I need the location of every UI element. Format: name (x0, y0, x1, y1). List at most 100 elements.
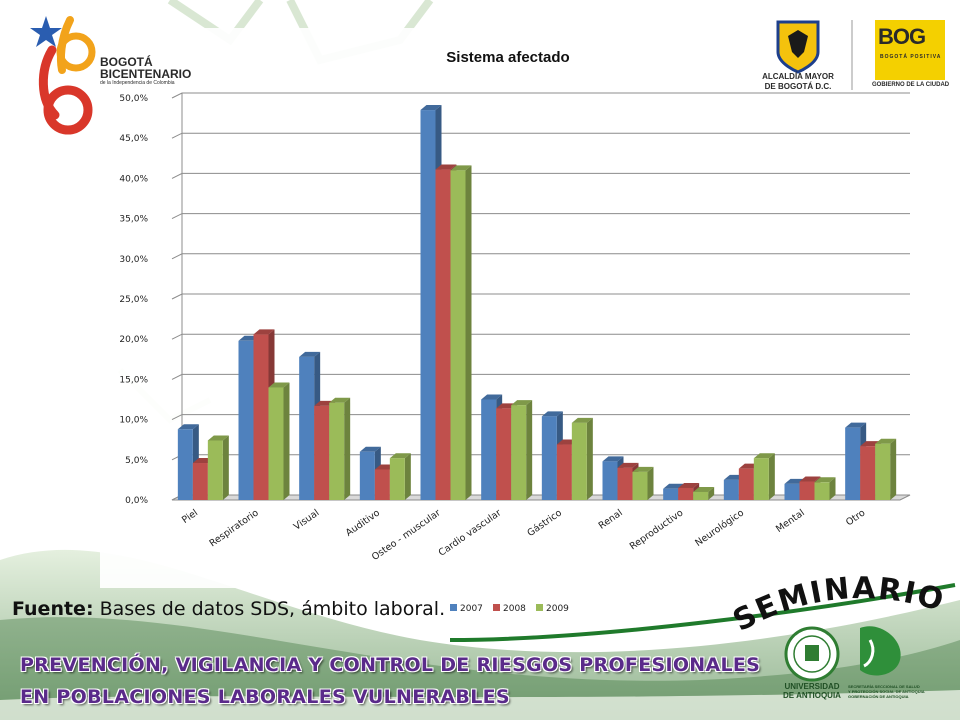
bar-side (586, 417, 593, 500)
y-tick-label: 5,0% (125, 456, 148, 466)
y-tick-label: 25,0% (119, 295, 148, 305)
bar-front (541, 416, 557, 500)
bar-front (784, 483, 800, 500)
bar-top (359, 446, 381, 452)
x-tick-label: Renal (597, 507, 625, 531)
y-axis-ticks: 0,0% 5,0% 10,0% 15,0% 20,0% 25,0% 30,0% 35,0% 40… (119, 94, 148, 506)
bar-top (450, 165, 472, 171)
gridline (171, 253, 910, 260)
ssa-line1: SECRETARÍA SECCIONAL DE SALUD (848, 684, 920, 689)
bicentenario-line1: BOGOTÁ (100, 55, 153, 69)
legend: 2007 2008 2009 (450, 604, 569, 614)
bar-side (708, 486, 715, 500)
bar-top (753, 453, 775, 459)
gridline (171, 333, 910, 340)
alcaldia-shield-logo (776, 20, 820, 74)
seminario-text: SEMINARIO (730, 571, 947, 639)
bicentenario-logo (30, 16, 96, 135)
gridline (171, 132, 910, 139)
bar-top (435, 164, 457, 170)
bar-side (647, 466, 654, 500)
bar-top (678, 482, 700, 488)
bar-side (344, 397, 351, 500)
udea-line1: UNIVERSIDAD (784, 682, 840, 691)
bicentenario-line2: BICENTENARIO (100, 67, 192, 81)
bar-front (207, 440, 223, 500)
gridline (171, 293, 910, 300)
bar-top (268, 382, 290, 388)
x-tick-label: Neurológico (693, 507, 746, 549)
bar-2009-4 (450, 165, 472, 501)
bar-top (632, 466, 654, 472)
bar-side (526, 400, 533, 500)
y-tick-label: 40,0% (119, 174, 148, 184)
bar-front (860, 446, 876, 500)
source-note: Fuente: Bases de datos SDS, ámbito labor… (12, 598, 445, 620)
y-tick-label: 30,0% (119, 255, 148, 265)
x-tick-label: Piel (180, 507, 200, 526)
alcaldia-line1: ALCALDÍA MAYOR (762, 72, 834, 81)
x-tick-label: Visual (292, 507, 322, 532)
svg-text:SEMINARIO: SEMINARIO (730, 571, 949, 639)
bar-front (299, 356, 315, 500)
bar-top (177, 424, 199, 430)
bar-front (389, 458, 405, 500)
bar-front (435, 169, 451, 500)
bar-top (253, 329, 275, 335)
bar-2009-9 (753, 453, 775, 500)
bar-2009-2 (329, 397, 351, 500)
bar-top (420, 105, 442, 111)
x-tick-label: Respiratorio (208, 507, 261, 549)
gridline (171, 172, 910, 179)
bar-2009-3 (389, 453, 411, 500)
bar-front (875, 443, 891, 500)
gridline (171, 92, 910, 99)
bog-caption-text: GOBIERNO DE LA CIUDAD (872, 82, 950, 88)
bar-top (814, 477, 836, 483)
bar-front (845, 427, 861, 500)
legend-label: 2008 (503, 604, 526, 614)
y-tick-label: 45,0% (119, 134, 148, 144)
x-tick-label: Gástrico (525, 507, 564, 539)
bog-main-text: BOG (878, 24, 926, 49)
bar-front (329, 402, 345, 500)
bar-front (799, 481, 815, 500)
ssa-logo (860, 626, 901, 676)
bar-2009-11 (875, 438, 897, 500)
bar-front (678, 487, 694, 500)
ssa-line3: GOBERNACIÓN DE ANTIOQUIA (848, 694, 909, 699)
bog-sub-text: BOGOTÁ POSITIVA (880, 54, 942, 60)
bar-front (481, 399, 497, 500)
bar-top (329, 397, 351, 403)
bar-top (617, 462, 639, 468)
bar-2009-10 (814, 477, 836, 500)
legend-swatch (493, 604, 500, 611)
bar-top (481, 394, 503, 400)
bar-front (693, 491, 709, 500)
gridline (171, 213, 910, 220)
x-tick-label: Reproductivo (628, 507, 686, 552)
bar-top (389, 453, 411, 459)
chart-title: Sistema afectado (446, 49, 569, 66)
y-tick-label: 10,0% (119, 416, 148, 426)
banner-line1: PREVENCIÓN, VIGILANCIA Y CONTROL DE RIES… (20, 654, 761, 676)
x-tick-label: Cardio vascular (437, 507, 504, 558)
bicentenario-title: BOGOTÁ BICENTENARIO de la Independencia … (100, 56, 191, 87)
bar-front (253, 334, 269, 500)
bar-side (768, 453, 775, 500)
bar-2009-1 (268, 382, 290, 500)
bar-front (663, 488, 679, 500)
bar-front (374, 469, 390, 500)
udea-caption: UNIVERSIDAD DE ANTIOQUIA (778, 682, 846, 700)
bar-front (753, 458, 769, 500)
source-label: Fuente: (12, 598, 94, 620)
legend-swatch (450, 604, 457, 611)
bar-side (890, 438, 897, 500)
y-tick-label: 0,0% (125, 496, 148, 506)
bar-front (602, 461, 618, 500)
y-tick-label: 35,0% (119, 215, 148, 225)
y-tick-label: 50,0% (119, 94, 148, 104)
bar-front (420, 110, 436, 500)
bar-top (511, 400, 533, 406)
